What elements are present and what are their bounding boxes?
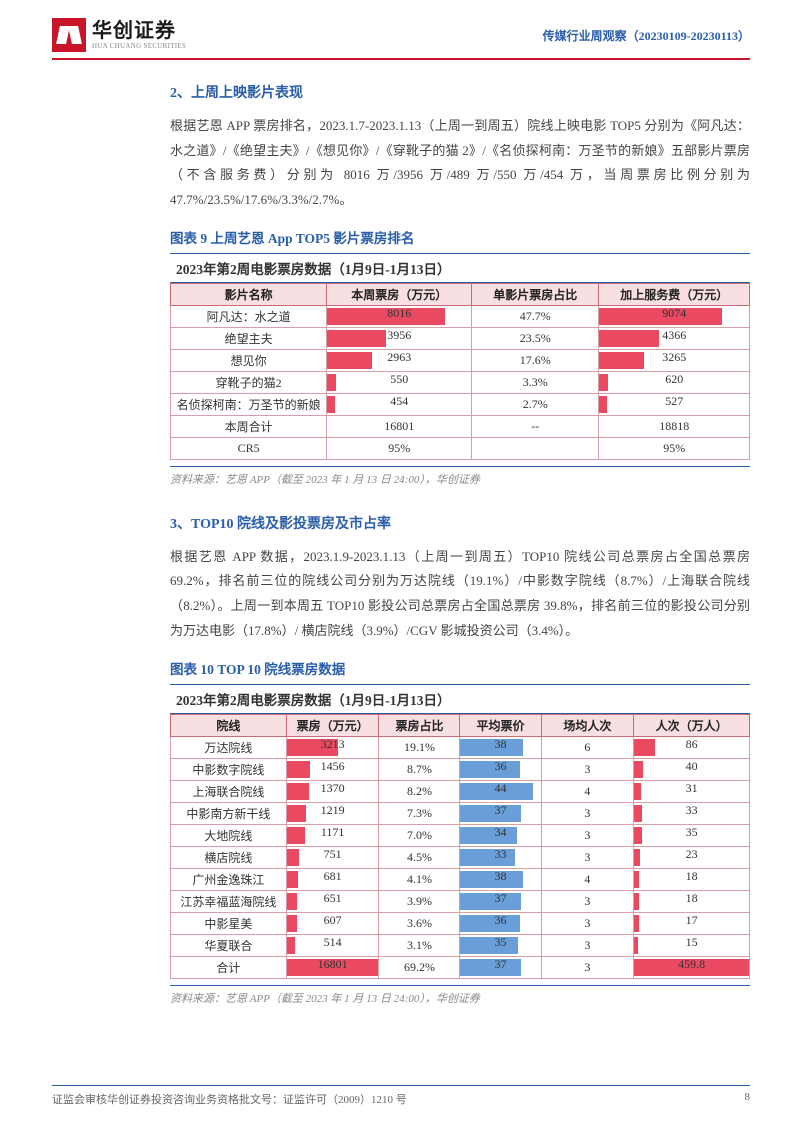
figure10-title: 图表 10 TOP 10 院线票房数据 <box>170 658 750 678</box>
logo-cn: 华创证券 <box>92 21 186 41</box>
table-row: 想见你296317.6%3265 <box>171 349 750 371</box>
table-row: 中影数字院线14568.7%36340 <box>171 758 750 780</box>
table-top5-movies: 影片名称本周票房（万元）单影片票房占比加上服务费（万元） 阿凡达：水之道8016… <box>170 283 750 460</box>
table-row: 阿凡达：水之道801647.7%9074 <box>171 305 750 327</box>
logo-en: HUA CHUANG SECURITIES <box>92 43 186 50</box>
table-header: 人次（万人） <box>634 714 750 736</box>
section3-para: 根据艺恩 APP 数据，2023.1.9-2023.1.13（上周一到周五）TO… <box>170 545 750 644</box>
table-header: 平均票价 <box>460 714 541 736</box>
main-content: 2、上周上映影片表现 根据艺恩 APP 票房排名，2023.1.7-2023.1… <box>0 60 802 1006</box>
table2-source: 资料来源：艺恩 APP（截至 2023 年 1 月 13 日 24:00），华创… <box>170 985 750 1006</box>
footer-left: 证监会审核华创证券投资咨询业务资格批文号：证监许可（2009）1210 号 <box>52 1091 407 1107</box>
table-row: 绝望主夫395623.5%4366 <box>171 327 750 349</box>
table-row: 大地院线11717.0%34335 <box>171 824 750 846</box>
table-header: 影片名称 <box>171 283 327 305</box>
table-row: 华夏联合5143.1%35315 <box>171 934 750 956</box>
section2-title: 2、上周上映影片表现 <box>170 82 750 102</box>
table-header: 本周票房（万元） <box>327 283 472 305</box>
table-row: 上海联合院线13708.2%44431 <box>171 780 750 802</box>
table-header: 票房（万元） <box>286 714 379 736</box>
page-header: 华创证券 HUA CHUANG SECURITIES 传媒行业周观察（20230… <box>0 0 802 58</box>
table1-title: 2023年第2周电影票房数据（1月9日-1月13日） <box>170 253 750 283</box>
table-row: 中影南方新干线12197.3%37333 <box>171 802 750 824</box>
table-header: 场均人次 <box>541 714 634 736</box>
table-header: 单影片票房占比 <box>472 283 599 305</box>
section2-para: 根据艺恩 APP 票房排名，2023.1.7-2023.1.13（上周一到周五）… <box>170 114 750 213</box>
table-row: 横店院线7514.5%33323 <box>171 846 750 868</box>
table-row: 中影星美6073.6%36317 <box>171 912 750 934</box>
footer-page: 8 <box>745 1091 751 1107</box>
page-footer: 证监会审核华创证券投资咨询业务资格批文号：证监许可（2009）1210 号 8 <box>52 1085 750 1107</box>
figure9-title: 图表 9 上周艺恩 App TOP5 影片票房排名 <box>170 227 750 247</box>
table-top10-cinema: 院线票房（万元）票房占比平均票价场均人次人次（万人） 万达院线321319.1%… <box>170 714 750 979</box>
table-header: 加上服务费（万元） <box>599 283 750 305</box>
table-cr5-row: CR595%95% <box>171 437 750 459</box>
table-row: 名侦探柯南：万圣节的新娘4542.7%527 <box>171 393 750 415</box>
table1-source: 资料来源：艺恩 APP（截至 2023 年 1 月 13 日 24:00），华创… <box>170 466 750 487</box>
logo-icon <box>52 18 86 52</box>
table-row: 江苏幸福蓝海院线6513.9%37318 <box>171 890 750 912</box>
table-header: 票房占比 <box>379 714 460 736</box>
logo: 华创证券 HUA CHUANG SECURITIES <box>52 18 186 52</box>
table-total-row: 合计1680169.2%373459.8 <box>171 956 750 978</box>
section3-title: 3、TOP10 院线及影投票房及市占率 <box>170 513 750 533</box>
header-right: 传媒行业周观察（20230109-20230113） <box>543 27 750 44</box>
table-total-row: 本周合计16801--18818 <box>171 415 750 437</box>
table-header: 院线 <box>171 714 287 736</box>
table-row: 穿靴子的猫25503.3%620 <box>171 371 750 393</box>
table-row: 万达院线321319.1%38686 <box>171 736 750 758</box>
table2-title: 2023年第2周电影票房数据（1月9日-1月13日） <box>170 684 750 714</box>
table-row: 广州金逸珠江6814.1%38418 <box>171 868 750 890</box>
